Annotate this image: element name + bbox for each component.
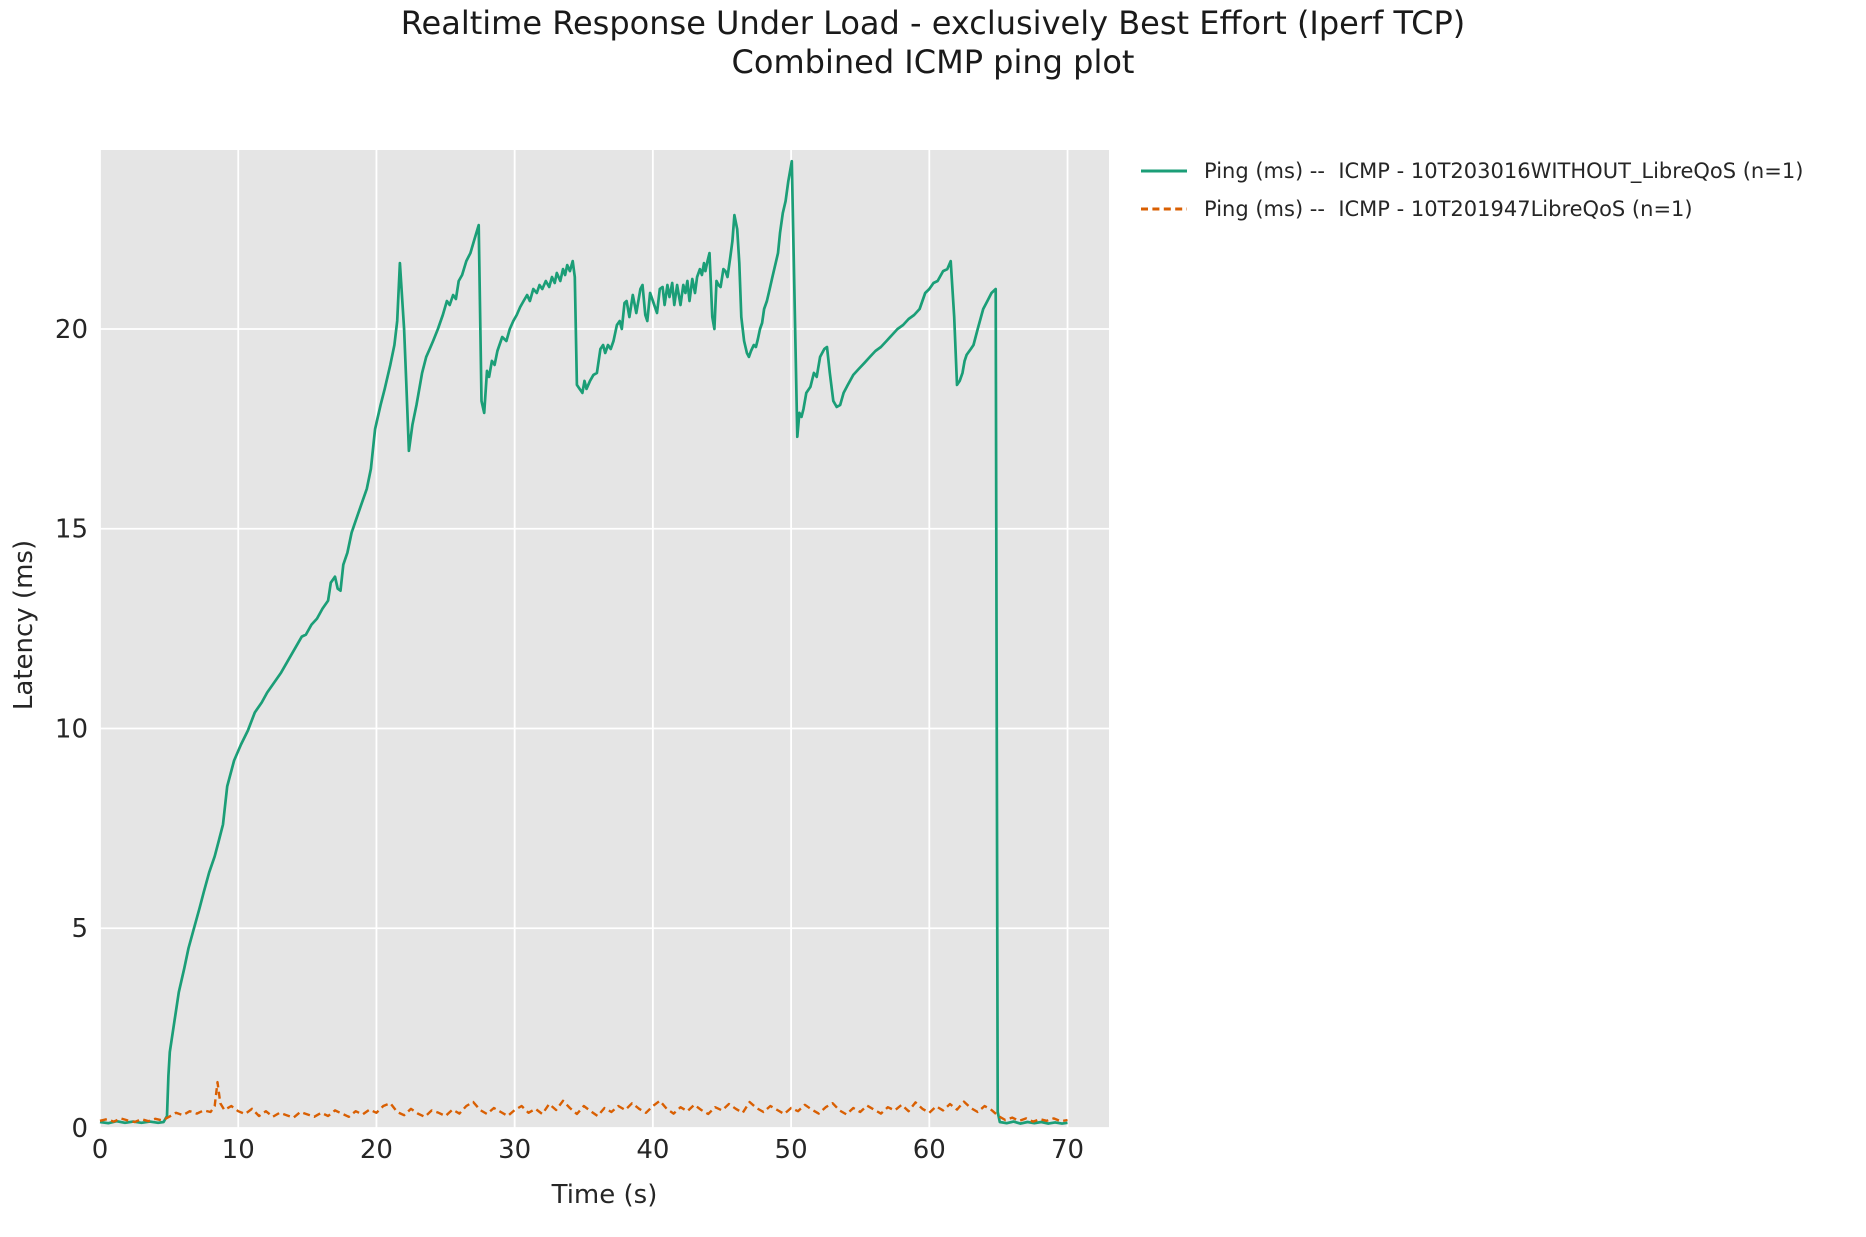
y-axis-label: Latency (ms) xyxy=(9,539,39,711)
plot-background xyxy=(100,150,1109,1128)
y-tick-label: 5 xyxy=(71,914,88,944)
dashed-line-swatch-icon xyxy=(1141,207,1187,211)
x-tick-label: 10 xyxy=(222,1135,255,1165)
x-tick-label: 20 xyxy=(360,1135,393,1165)
series-line-libreqos xyxy=(99,1080,1068,1124)
x-tick-label: 30 xyxy=(498,1135,531,1165)
x-tick-label: 0 xyxy=(92,1135,109,1165)
x-tick-label: 40 xyxy=(636,1135,669,1165)
x-tick-label: 70 xyxy=(1051,1135,1084,1165)
x-axis-label: Time (s) xyxy=(551,1180,658,1210)
y-tick-label: 15 xyxy=(55,515,88,545)
y-tick-label: 10 xyxy=(55,714,88,744)
legend: Ping (ms) -- ICMP - 10T203016WITHOUT_Lib… xyxy=(1130,152,1803,228)
y-tick-label: 0 xyxy=(71,1114,88,1144)
series-line-without-libreqos xyxy=(99,159,1068,1125)
legend-entry-libreqos: Ping (ms) -- ICMP - 10T201947LibreQoS (n… xyxy=(1130,190,1803,228)
y-tick-label: 20 xyxy=(55,315,88,345)
solid-line-swatch-icon xyxy=(1141,169,1187,173)
chart-title-line2: Combined ICMP ping plot xyxy=(731,43,1135,81)
x-tick-label: 50 xyxy=(775,1135,808,1165)
x-tick-label: 60 xyxy=(913,1135,946,1165)
chart-title: Realtime Response Under Load - exclusive… xyxy=(0,4,1866,82)
legend-label: Ping (ms) -- ICMP - 10T203016WITHOUT_Lib… xyxy=(1204,159,1804,183)
legend-entry-without-libreqos: Ping (ms) -- ICMP - 10T203016WITHOUT_Lib… xyxy=(1130,152,1803,190)
chart-title-line1: Realtime Response Under Load - exclusive… xyxy=(400,4,1466,42)
legend-label: Ping (ms) -- ICMP - 10T201947LibreQoS (n… xyxy=(1204,197,1693,221)
